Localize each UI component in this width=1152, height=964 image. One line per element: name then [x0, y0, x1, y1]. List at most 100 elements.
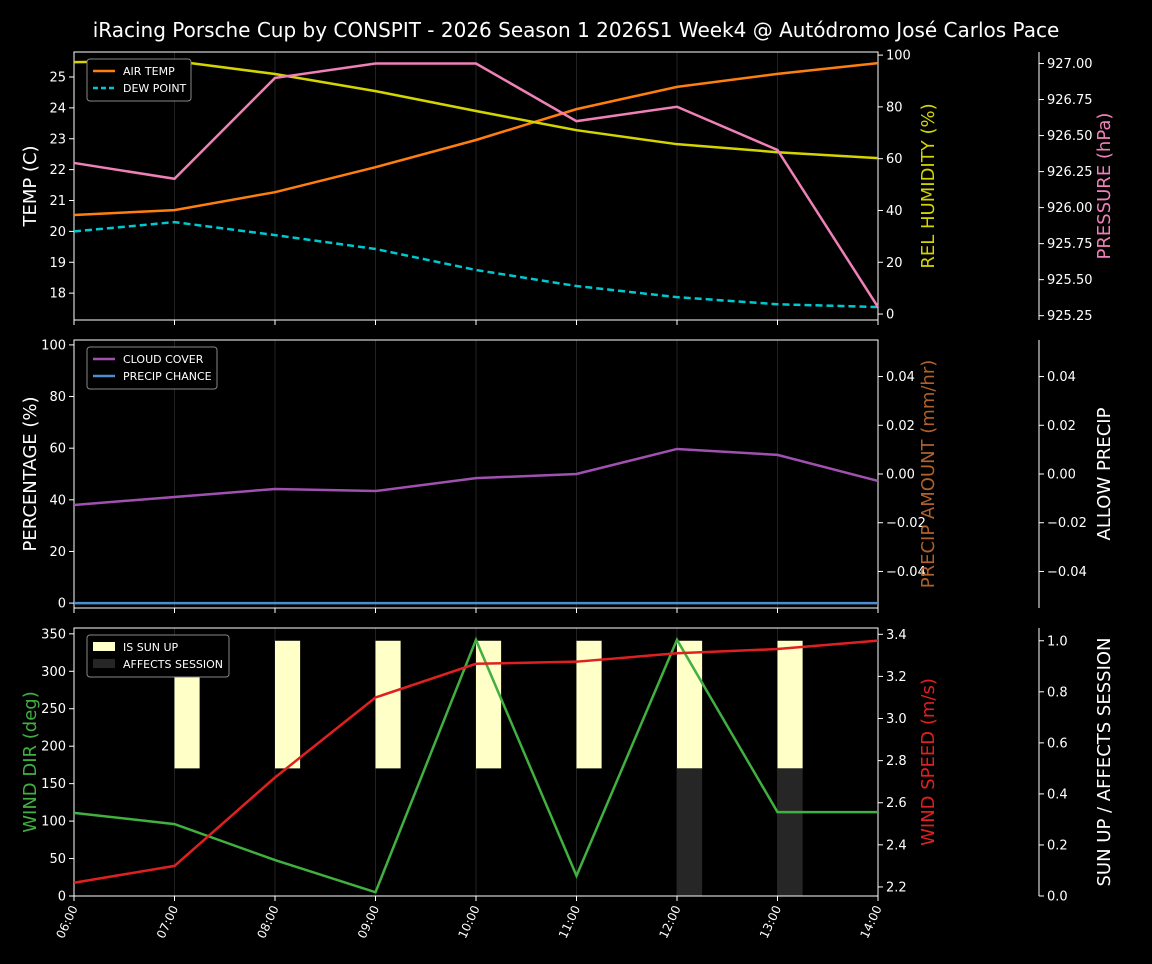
x-tick-label: 12:00: [656, 903, 683, 940]
y-tick-label: −0.04: [886, 565, 926, 580]
x-tick-label: 09:00: [355, 903, 382, 940]
y-tick-label: 80: [886, 100, 903, 115]
y-tick-label: 0.04: [886, 370, 915, 385]
x-tick-label: 08:00: [254, 903, 281, 940]
y-tick-label: 25: [49, 71, 66, 86]
y-tick-label: 0: [58, 890, 66, 905]
legend-label: IS SUN UP: [123, 641, 179, 654]
y-tick-label: 926.75: [1047, 93, 1093, 108]
y-tick-label: −0.02: [886, 516, 926, 531]
y-tick-label: 50: [49, 852, 66, 867]
legend-swatch: [93, 659, 115, 668]
series-line-dew-point: [73, 220, 879, 309]
y-tick-label: 20: [49, 545, 66, 560]
y-tick-label: 300: [41, 665, 66, 680]
y-tick-label: 0.0: [1047, 890, 1068, 905]
axis-label-far_right: ALLOW PRECIP: [1094, 407, 1115, 540]
sun-up-bar: [275, 640, 301, 769]
chart-title: iRacing Porsche Cup by CONSPIT - 2026 Se…: [93, 18, 1060, 42]
y-tick-label: 80: [49, 390, 66, 405]
sun-up-bar: [476, 640, 502, 769]
y-tick-label: 20: [886, 256, 903, 271]
y-tick-label: 0.02: [886, 419, 915, 434]
legend: IS SUN UP AFFECTS SESSION: [86, 634, 230, 678]
legend-label: AIR TEMP: [123, 65, 175, 78]
series-line-right: [73, 639, 879, 884]
y-tick-label: −0.04: [1047, 565, 1087, 580]
legend-label: PRECIP CHANCE: [123, 370, 212, 383]
legend-box: [86, 346, 218, 390]
y-tick-label: 250: [41, 702, 66, 717]
legend: AIR TEMP DEW POINT: [86, 58, 192, 102]
y-tick-label: 0: [58, 597, 66, 612]
y-tick-label: 1.0: [1047, 634, 1068, 649]
y-tick-label: 19: [49, 256, 66, 271]
axis-label-left: TEMP (C): [20, 145, 41, 227]
affects-session-bar: [677, 768, 703, 896]
y-tick-label: 925.25: [1047, 309, 1093, 324]
y-tick-label: 200: [41, 740, 66, 755]
y-tick-label: 926.50: [1047, 129, 1093, 144]
y-tick-label: 40: [886, 204, 903, 219]
y-tick-label: 2.8: [886, 754, 907, 769]
legend-label: DEW POINT: [123, 82, 187, 95]
series-line-air-temp: [73, 61, 879, 217]
x-tick-label: 14:00: [857, 903, 884, 940]
y-tick-label: 0.02: [1047, 419, 1076, 434]
y-tick-label: 18: [49, 287, 66, 302]
legend-swatch: [93, 642, 115, 651]
y-tick-label: 925.50: [1047, 273, 1093, 288]
axis-label-right: REL HUMIDITY (%): [918, 103, 939, 268]
y-tick-label: 925.75: [1047, 237, 1093, 252]
sun-up-bar: [777, 640, 803, 769]
series-line-right: [73, 59, 879, 160]
axis-label-left: WIND DIR (deg): [20, 691, 41, 833]
y-tick-label: 3.4: [886, 628, 907, 643]
axis-label-far_right: PRESSURE (hPa): [1094, 113, 1115, 260]
y-tick-label: 2.4: [886, 838, 907, 853]
y-tick-label: 0.00: [886, 468, 915, 483]
y-tick-label: 926.00: [1047, 201, 1093, 216]
y-tick-label: 0.00: [1047, 468, 1076, 483]
y-tick-label: 24: [49, 101, 66, 116]
legend: CLOUD COVER PRECIP CHANCE: [86, 346, 218, 390]
y-tick-label: 22: [49, 163, 66, 178]
y-tick-label: 100: [41, 815, 66, 830]
axis-label-far_right: SUN UP / AFFECTS SESSION: [1094, 637, 1115, 886]
x-tick-label: 11:00: [556, 903, 583, 940]
y-tick-label: 0.2: [1047, 838, 1068, 853]
axis-label-right: WIND SPEED (m/s): [918, 678, 939, 846]
x-tick-label: 10:00: [455, 903, 482, 940]
y-tick-label: 100: [886, 49, 911, 64]
y-tick-label: 20: [49, 225, 66, 240]
series-line-far_right: [73, 62, 880, 308]
x-tick-label: 07:00: [154, 903, 181, 940]
legend-box: [86, 58, 192, 102]
panel-3: 06:00 07:00 08:00 09:00 10:00 11:00 12:00 13:00…: [20, 627, 1115, 940]
legend-label: AFFECTS SESSION: [123, 658, 223, 671]
y-tick-label: 23: [49, 132, 66, 147]
y-tick-label: 0.8: [1047, 685, 1068, 700]
sun-up-bar: [375, 640, 401, 769]
legend-box: [86, 634, 230, 678]
y-tick-label: 0.4: [1047, 787, 1068, 802]
series-line-cloud-cover: [73, 447, 879, 507]
x-tick-label: 13:00: [757, 903, 784, 940]
affects-session-bar: [777, 768, 803, 896]
y-tick-label: 350: [41, 627, 66, 642]
y-tick-label: 3.2: [886, 670, 907, 685]
panel-1: 18 19 20 21 22 23 24 25 TEMP (C) 0 20 40 60 80 100 REL …: [20, 49, 1115, 325]
y-tick-label: 927.00: [1047, 57, 1093, 72]
x-tick-label: 06:00: [53, 903, 80, 940]
y-tick-label: 3.0: [886, 712, 907, 727]
y-tick-label: 2.2: [886, 880, 907, 895]
y-tick-label: 150: [41, 777, 66, 792]
axis-label-right: PRECIP AMOUNT (mm/hr): [918, 360, 939, 589]
y-tick-label: 2.6: [886, 796, 907, 811]
y-tick-label: 0.04: [1047, 370, 1076, 385]
panel-2: 0 20 40 60 80 100 PERCENTAGE (%) −0.04 −0.02 0.00…: [20, 338, 1115, 613]
y-tick-label: 926.25: [1047, 165, 1093, 180]
y-tick-label: 21: [49, 194, 66, 209]
y-tick-label: −0.02: [1047, 516, 1087, 531]
